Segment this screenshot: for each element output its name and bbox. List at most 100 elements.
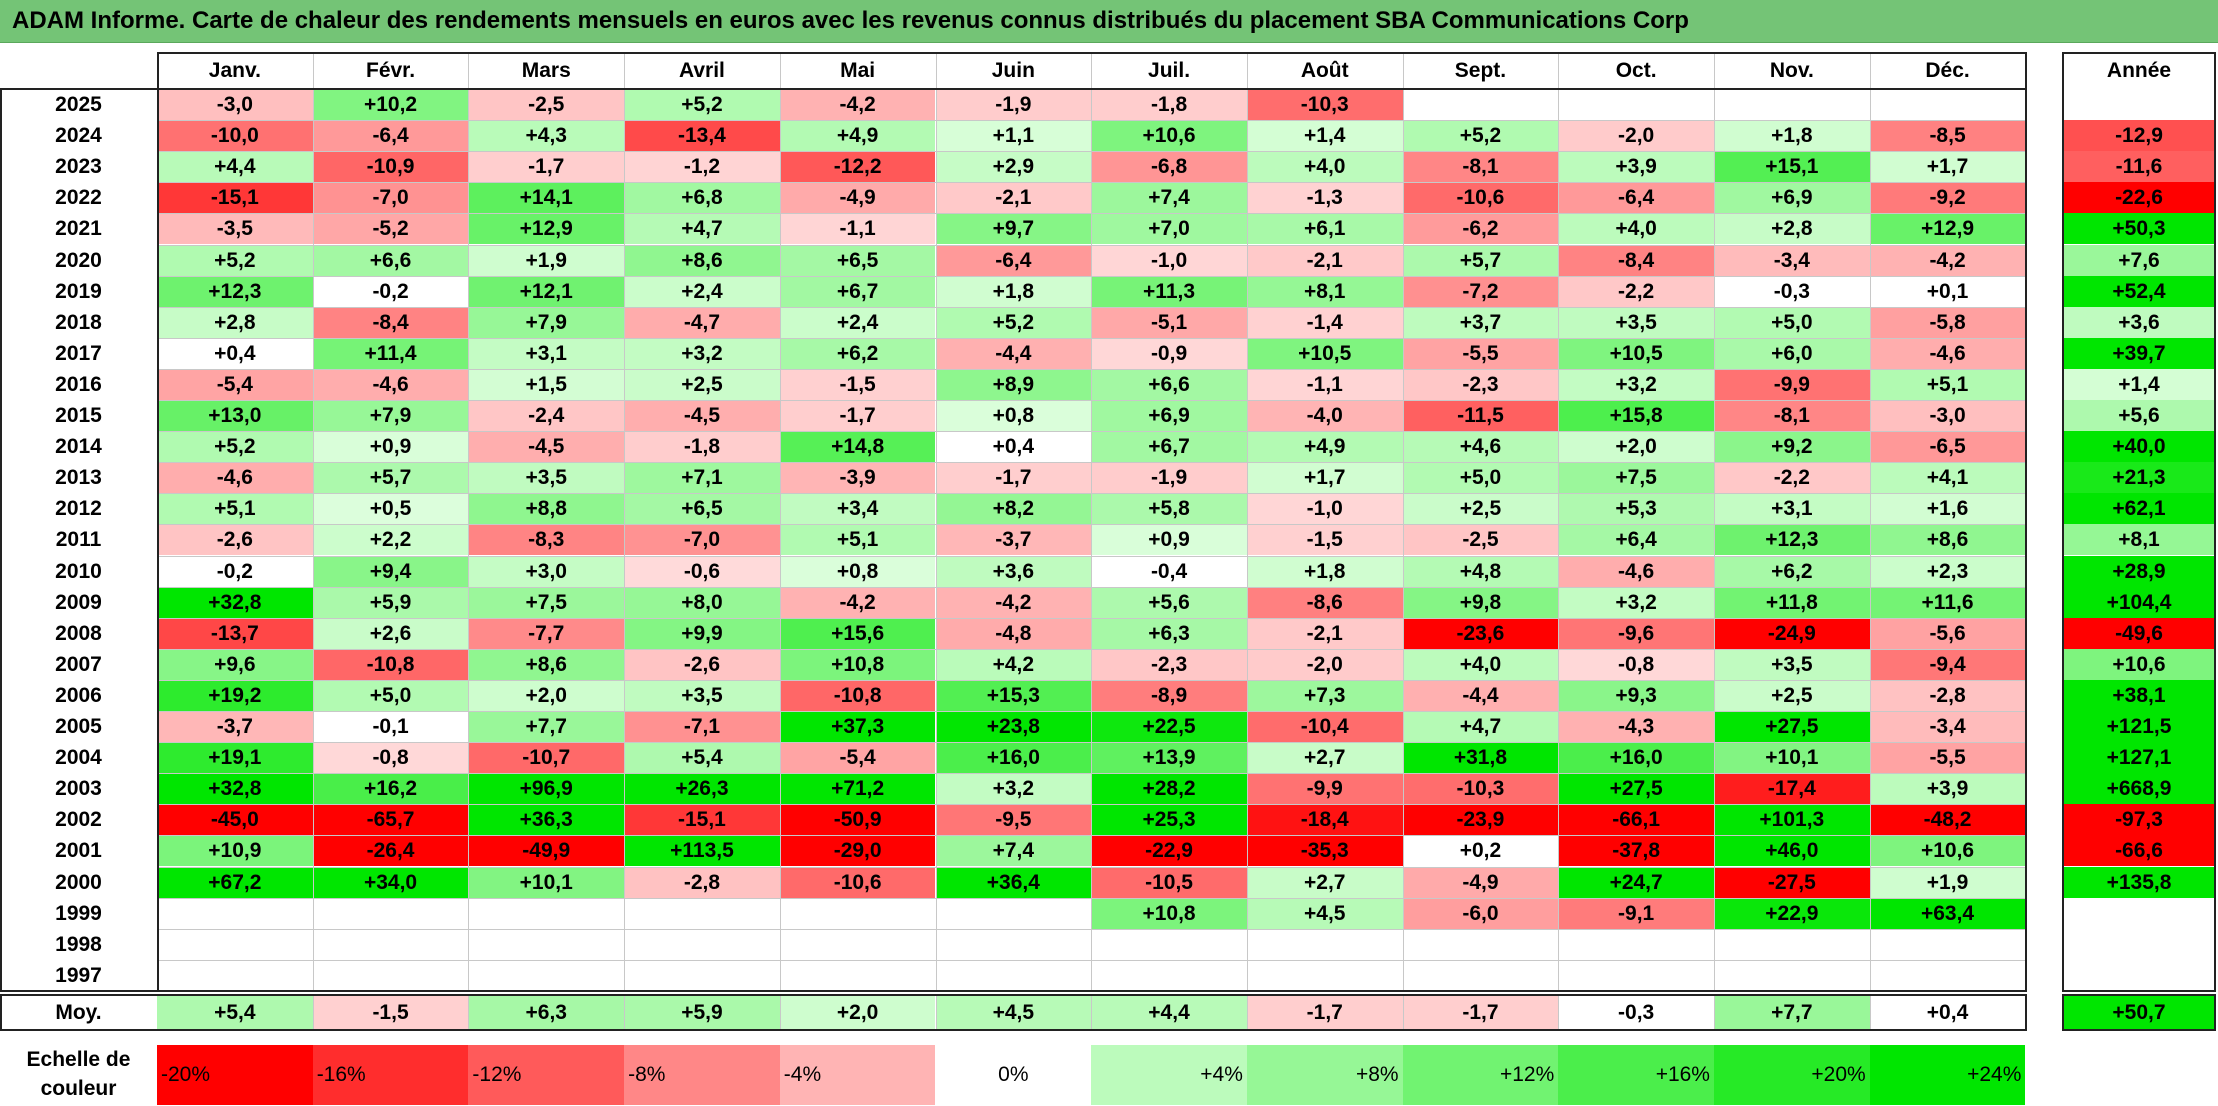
heatmap-cell <box>468 586 625 618</box>
heatmap-cell <box>1402 493 1559 525</box>
grid-line <box>1091 995 1093 1030</box>
heatmap-cell <box>1558 462 1714 494</box>
year-label: 2000 <box>55 870 102 894</box>
cell-value: +2,7 <box>1304 746 1346 770</box>
cell-value: +0,9 <box>369 435 412 459</box>
heatmap-cell <box>1246 959 1403 991</box>
cell-value: -0,8 <box>1618 652 1655 676</box>
annual-value: +38,1 <box>2112 683 2166 707</box>
cell-value: -0,2 <box>372 279 409 303</box>
cell-value: -1,3 <box>1306 186 1343 210</box>
heatmap-cell <box>1869 213 2026 245</box>
heatmap-cell <box>157 804 313 836</box>
cell-value: +36,3 <box>519 808 573 832</box>
cell-value: +4,3 <box>525 124 567 148</box>
heatmap-cell <box>1246 866 1403 898</box>
heatmap-cell <box>779 773 936 805</box>
cell-value: -6,4 <box>372 124 409 148</box>
annual-cell <box>2062 866 2216 898</box>
cell-value: -3,7 <box>995 528 1032 552</box>
cell-value: +1,1 <box>992 124 1035 148</box>
cell-value: +3,2 <box>681 341 723 365</box>
cell-value: +5,2 <box>214 435 256 459</box>
heatmap-cell <box>468 462 625 494</box>
annual-value: +8,1 <box>2118 528 2160 552</box>
month-header: Sept. <box>1454 59 1507 82</box>
chart-title: ADAM Informe. Carte de chaleur des rende… <box>0 0 2218 43</box>
cell-value: -8,4 <box>372 310 409 334</box>
cell-value: -7,1 <box>683 715 721 738</box>
heatmap-cell <box>1402 742 1559 774</box>
heatmap-cell <box>468 928 625 960</box>
cell-value: -5,5 <box>1929 746 1966 770</box>
average-value: -0,3 <box>1618 1001 1655 1024</box>
cell-value: -10,0 <box>210 124 259 148</box>
heatmap-cell <box>935 337 1092 369</box>
heatmap-cell <box>935 617 1092 649</box>
heatmap-cell <box>1714 524 1870 556</box>
cell-value: +16,0 <box>1609 746 1663 770</box>
year-label: 2022 <box>55 186 102 210</box>
cell-value: +0,5 <box>369 497 412 521</box>
cell-value: -13,4 <box>678 124 726 148</box>
heatmap-cell <box>157 928 313 960</box>
cell-value: +8,0 <box>681 590 723 614</box>
annual-value: -97,3 <box>2115 808 2163 832</box>
heatmap-cell <box>312 648 469 680</box>
heatmap-cell <box>1402 182 1559 214</box>
cell-value: +16,2 <box>363 777 418 801</box>
annual-value: +135,8 <box>2106 870 2172 894</box>
year-label: 2023 <box>55 155 102 179</box>
grid-line <box>1869 995 1871 1030</box>
heatmap-cell <box>779 711 936 743</box>
cell-value: +3,0 <box>525 559 567 583</box>
cell-value: -65,7 <box>366 808 415 832</box>
heatmap-cell <box>1091 151 1247 183</box>
cell-value: +3,2 <box>1615 590 1657 614</box>
cell-value: +101,3 <box>1759 808 1825 832</box>
cell-value: -4,3 <box>1618 715 1655 738</box>
cell-value: -2,2 <box>1773 466 1810 490</box>
heatmap-cell <box>624 804 780 836</box>
heatmap-cell <box>1246 617 1403 649</box>
heatmap-cell <box>468 120 625 152</box>
heatmap-cell <box>1246 586 1403 618</box>
cell-value: +5,0 <box>369 683 412 707</box>
scale-swatch <box>312 1045 469 1105</box>
heatmap-cell <box>1246 400 1403 432</box>
cell-value: -8,6 <box>1306 590 1343 614</box>
heatmap-cell <box>1714 866 1870 898</box>
heatmap-cell <box>1091 120 1247 152</box>
heatmap-cell <box>624 648 780 680</box>
cell-value: +4,9 <box>1304 435 1346 459</box>
cell-value: -8,1 <box>1462 155 1499 179</box>
cell-value: -5,4 <box>216 372 253 396</box>
grid-line <box>1714 52 1715 991</box>
heatmap-cell <box>1402 866 1559 898</box>
heatmap-cell <box>1869 617 2026 649</box>
heatmap-cell <box>1091 617 1247 649</box>
heatmap-cell <box>1402 773 1559 805</box>
heatmap-cell <box>1402 431 1559 463</box>
heatmap-cell <box>468 679 625 711</box>
cell-value: +2,8 <box>1771 217 1813 241</box>
heatmap-cell <box>935 306 1092 338</box>
cell-value: +6,2 <box>1771 559 1813 583</box>
heatmap-cell <box>1246 431 1403 463</box>
scale-swatch <box>779 1045 936 1105</box>
scale-label: Echelle de couleur <box>26 1048 131 1100</box>
heatmap-cell <box>1714 213 1870 245</box>
cell-value: -1,2 <box>683 155 721 179</box>
cell-value: -24,9 <box>1767 621 1816 645</box>
cell-value: +6,0 <box>1771 341 1813 365</box>
month-header: Juin <box>991 59 1035 82</box>
scale-step-label: -8% <box>628 1063 666 1086</box>
heatmap-cell <box>624 773 780 805</box>
annual-cell <box>2062 431 2216 463</box>
heatmap-cell <box>1246 711 1403 743</box>
cell-value: -35,3 <box>1300 839 1349 863</box>
heatmap-cell <box>1402 648 1559 680</box>
heatmap-cell <box>312 337 469 369</box>
average-value: +5,9 <box>681 1001 723 1024</box>
annual-value: +10,6 <box>2112 652 2166 676</box>
